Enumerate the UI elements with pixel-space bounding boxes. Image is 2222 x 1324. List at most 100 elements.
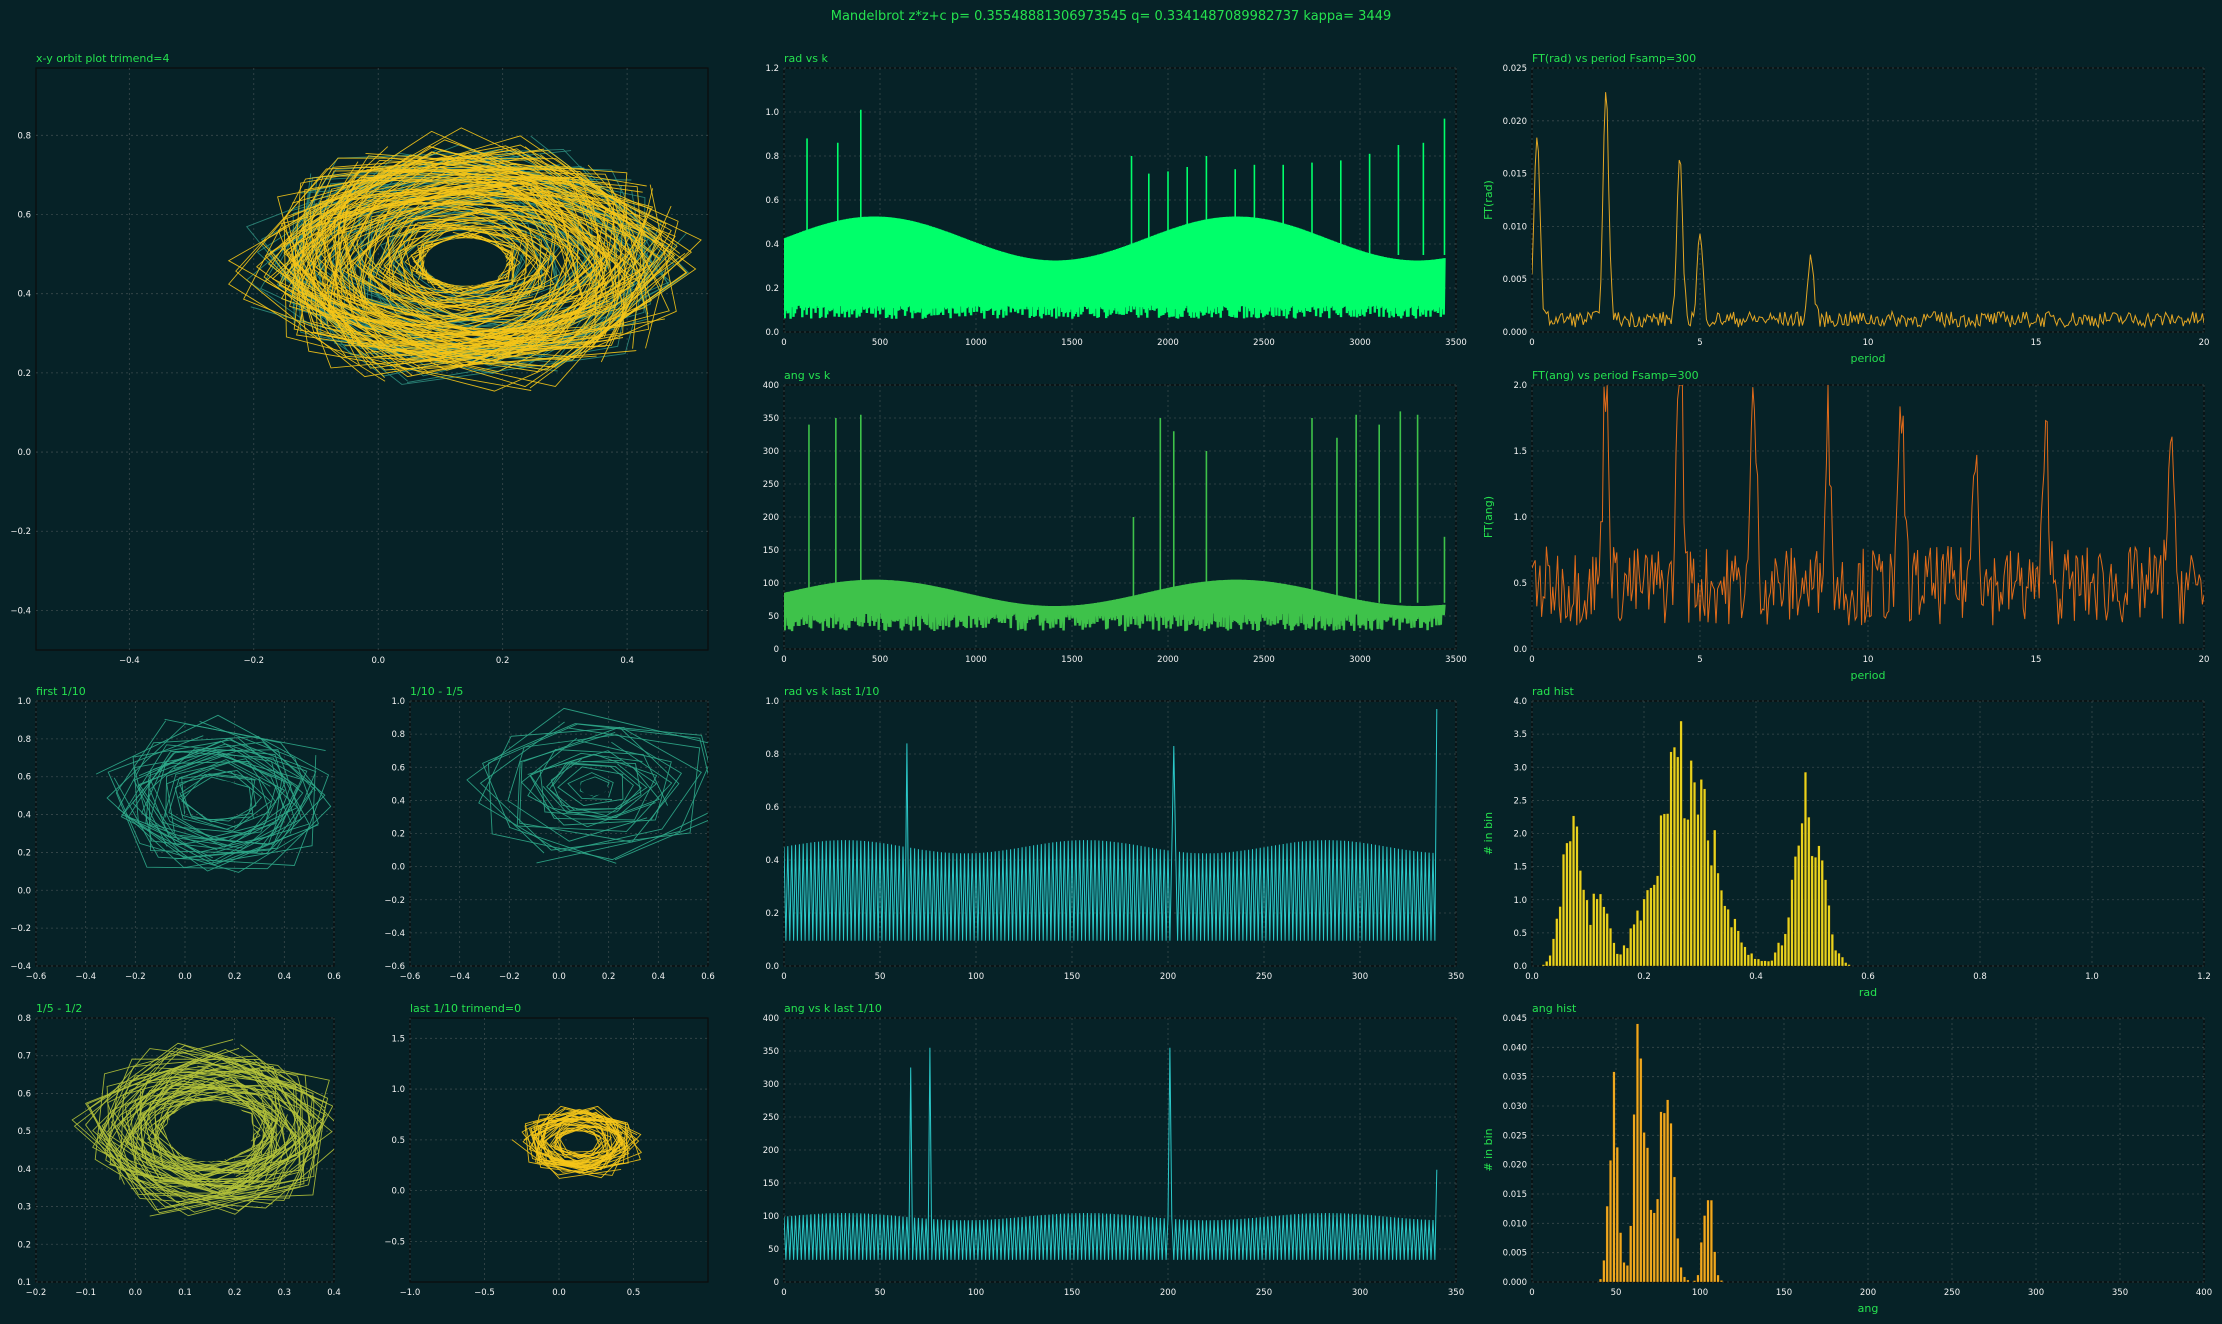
- y-tick-label: 0.010: [1503, 222, 1527, 232]
- y-tick-label: 350: [763, 414, 779, 424]
- x-tick-label: 2000: [1157, 338, 1179, 348]
- hist-bar: [1613, 1072, 1616, 1282]
- x-tick-label: 0.4: [278, 972, 292, 982]
- y-tick-label: 0.6: [17, 210, 31, 220]
- hist-bar: [1586, 900, 1589, 966]
- panel-tenth-fifth: −0.6 −0.4 −0.2 0.0 0.2 0.4 0.6−0.6−0.4−0.20.00…: [384, 685, 722, 982]
- hist-bar: [1629, 1226, 1632, 1282]
- hist-bar: [1609, 928, 1612, 966]
- hist-bar: [1750, 953, 1753, 966]
- x-tick-label: 350: [1448, 1288, 1464, 1298]
- hist-bar: [1646, 1148, 1649, 1282]
- x-tick-label: 200: [1860, 1288, 1876, 1298]
- hist-bar: [1730, 927, 1733, 966]
- x-tick-label: −0.4: [449, 972, 470, 982]
- x-tick-label: −0.6: [26, 972, 47, 982]
- hist-bar: [1623, 1262, 1626, 1282]
- y-tick-label: 0.005: [1503, 1249, 1527, 1259]
- hist-bar: [1626, 948, 1629, 966]
- panel-xy-main: −0.4 −0.2 0.0 0.2 0.4−0.4−0.20.00.20.40.60.8…: [10, 52, 708, 666]
- y-tick-label: 0.7: [17, 1052, 31, 1062]
- x-tick-label: 500: [872, 655, 888, 665]
- hist-bar: [1680, 1267, 1683, 1282]
- hist-bar: [1717, 1275, 1720, 1282]
- y-tick-label: 0.0: [765, 328, 779, 338]
- hist-bar: [1834, 950, 1837, 966]
- x-tick-label: 0.6: [1861, 972, 1875, 982]
- panel-fifth-half: −0.2 −0.1 0.0 0.1 0.2 0.3 0.40.10.20.30.40.50.…: [17, 1002, 351, 1298]
- y-tick-label: 400: [763, 1014, 779, 1024]
- x-tick-label: 5: [1697, 655, 1702, 665]
- y-tick-label: 2.0: [1513, 830, 1527, 840]
- hist-bar: [1828, 905, 1831, 966]
- y-tick-label: 0.000: [1503, 1278, 1527, 1288]
- x-axis-label: period: [1850, 352, 1885, 365]
- x-tick-label: −0.2: [26, 1288, 47, 1298]
- panel-ang-last: 0 50 100 150 200 250 300 3500501001502002503003…: [763, 1002, 1464, 1298]
- hist-bar: [1660, 815, 1663, 966]
- hist-bar: [1804, 772, 1807, 966]
- y-tick-label: 0.3: [17, 1203, 31, 1213]
- y-tick-label: 1.0: [765, 697, 779, 707]
- hist-bar: [1666, 1100, 1669, 1282]
- hist-bar: [1572, 816, 1575, 966]
- hist-bar: [1818, 846, 1821, 966]
- x-tick-label: 0.0: [371, 656, 385, 666]
- panel-title: x-y orbit plot trimend=4: [36, 52, 170, 65]
- x-tick-label: −0.5: [474, 1288, 495, 1298]
- y-tick-label: 1.0: [765, 108, 779, 118]
- hist-bar: [1683, 1277, 1686, 1282]
- x-tick-label: 150: [1776, 1288, 1792, 1298]
- hist-bar: [1579, 871, 1582, 966]
- y-tick-label: 300: [763, 1080, 779, 1090]
- y-tick-label: 0.8: [391, 730, 405, 740]
- hist-bar: [1797, 845, 1800, 966]
- hist-bar: [1720, 890, 1723, 966]
- x-tick-label: 0: [1529, 1288, 1534, 1298]
- hist-bar: [1848, 965, 1851, 966]
- hist-bar: [1838, 953, 1841, 966]
- hist-bar: [1569, 841, 1572, 966]
- hist-bar: [1767, 961, 1770, 966]
- hist-bar: [1771, 960, 1774, 966]
- y-axis-label: # in bin: [1482, 812, 1495, 855]
- hist-bar: [1606, 1206, 1609, 1282]
- y-tick-label: 0.6: [391, 763, 405, 773]
- y-tick-label: 0.0: [391, 1187, 405, 1197]
- y-tick-label: 0.8: [17, 1014, 31, 1024]
- hist-bar: [1777, 943, 1780, 966]
- hist-bar: [1603, 1260, 1606, 1282]
- y-tick-label: 0.0: [391, 863, 405, 873]
- hist-bar: [1774, 952, 1777, 966]
- y-tick-label: 0.2: [391, 830, 405, 840]
- x-tick-label: −0.4: [119, 656, 140, 666]
- x-tick-label: 0: [1529, 655, 1534, 665]
- x-tick-label: 0.4: [327, 1288, 341, 1298]
- y-tick-label: 0.025: [1503, 1131, 1527, 1141]
- x-tick-label: −0.4: [75, 972, 96, 982]
- x-tick-label: 50: [875, 972, 886, 982]
- y-tick-label: 0.015: [1503, 1190, 1527, 1200]
- hist-bar: [1545, 961, 1548, 966]
- y-tick-label: 0.4: [17, 290, 31, 300]
- x-tick-label: 200: [1160, 972, 1176, 982]
- y-tick-label: 0.035: [1503, 1073, 1527, 1083]
- y-tick-label: 1.5: [1513, 863, 1527, 873]
- x-tick-label: 2000: [1157, 655, 1179, 665]
- hist-bar: [1653, 885, 1656, 966]
- x-tick-label: 150: [1064, 1288, 1080, 1298]
- y-tick-label: 0.040: [1503, 1043, 1527, 1053]
- y-tick-label: 0.5: [1513, 579, 1527, 589]
- x-tick-label: 0.0: [1525, 972, 1539, 982]
- hist-bar: [1616, 954, 1619, 966]
- x-tick-label: 20: [2199, 338, 2210, 348]
- y-tick-label: 100: [763, 1212, 779, 1222]
- hist-bar: [1724, 906, 1727, 966]
- y-tick-label: 0.020: [1503, 1161, 1527, 1171]
- y-tick-label: 50: [768, 1245, 779, 1255]
- panel-last-10: −1.0 −0.5 0.0 0.5−0.50.00.51.01.5last 1/10 …: [384, 1002, 708, 1298]
- x-tick-label: 1000: [965, 655, 987, 665]
- hist-bar: [1700, 1242, 1703, 1282]
- x-tick-label: 0.3: [278, 1288, 292, 1298]
- x-tick-label: −0.2: [499, 972, 520, 982]
